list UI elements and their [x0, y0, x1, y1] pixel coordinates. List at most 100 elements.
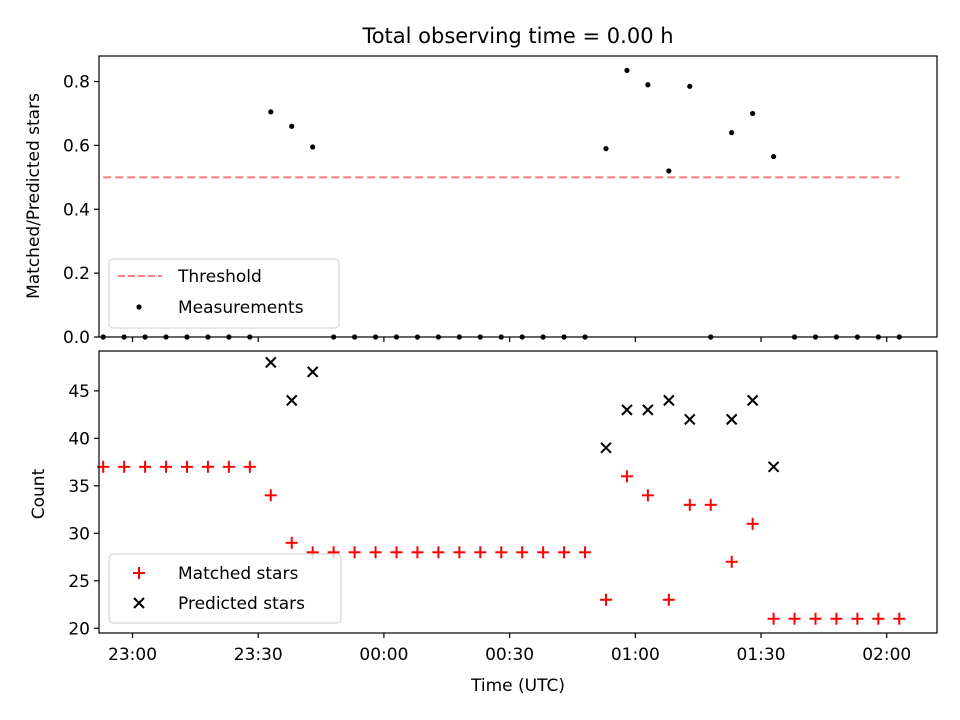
predicted-star-point — [600, 442, 612, 454]
predicted-star-point — [725, 413, 738, 426]
count-y-tick-label: 35 — [68, 477, 90, 497]
x-tick-label: 02:00 — [862, 645, 911, 665]
matched-star-point — [767, 612, 780, 625]
predicted-star-point — [684, 413, 696, 426]
ratio-y-tick-label: 0.2 — [63, 264, 90, 284]
count-legend-box — [108, 553, 342, 624]
measurement-point — [310, 144, 316, 150]
predicted-star-point — [621, 404, 633, 416]
predicted-star-point-b — [265, 356, 277, 369]
matched-star-point — [160, 460, 173, 473]
count-axes-frame — [98, 350, 938, 634]
predicted-star-point-b — [767, 461, 780, 473]
ratio-y-tick-label: 0.0 — [63, 328, 90, 348]
measurement-point — [729, 130, 735, 136]
matched-star-point — [432, 546, 445, 559]
x-tick-label: 01:30 — [737, 645, 786, 665]
predicted-star-point-b — [725, 413, 738, 426]
figure-title: Total observing time = 0.00 h — [361, 24, 673, 48]
matched-star-point — [390, 546, 403, 559]
predicted-star-point-b — [600, 442, 612, 454]
measurement-point — [666, 168, 672, 174]
predicted-star-point-b — [746, 394, 759, 407]
matched-legend-swatch — [133, 567, 145, 579]
ratio-y-tick-label: 0.6 — [63, 136, 90, 156]
predicted-star-point-b — [306, 366, 319, 378]
measurement-point — [770, 153, 777, 160]
predicted-legend-label: Predicted stars — [178, 594, 305, 614]
count-y-tick-label: 40 — [68, 429, 90, 449]
matched-star-point — [641, 489, 654, 502]
count-panel: 20 25 30 35 40 45 23:00 23:30 00:00 00:30 01:00 01:… — [29, 350, 938, 696]
ratio-y-tick-label: 0.8 — [63, 73, 90, 93]
matched-star-point — [264, 489, 277, 502]
x-tick-label: 00:30 — [485, 645, 534, 665]
count-marks — [97, 356, 906, 625]
predicted-star-point — [642, 404, 654, 416]
matched-star-point — [495, 546, 508, 559]
predicted-star-point-b — [684, 413, 696, 426]
matched-star-point — [118, 460, 131, 473]
matched-star-point — [830, 612, 843, 625]
matched-star-point — [474, 546, 487, 559]
threshold-legend-label: Threshold — [177, 267, 262, 287]
measurements-legend-swatch — [136, 304, 142, 310]
matched-star-point — [516, 546, 529, 559]
measurement-point — [603, 146, 609, 152]
predicted-star-point — [265, 356, 277, 369]
matched-star-point — [662, 593, 675, 606]
predicted-star-point — [306, 366, 319, 378]
ratio-y-axis-label: Matched/Predicted stars — [24, 93, 44, 299]
ratio-legend-box — [108, 258, 340, 329]
predicted-star-point-b — [663, 394, 675, 407]
count-y-tick-label: 25 — [68, 572, 90, 592]
matched-star-point — [201, 460, 214, 473]
matched-star-point — [537, 546, 550, 559]
matched-star-point — [746, 517, 759, 530]
matched-star-point — [620, 470, 633, 483]
measurement-point — [624, 67, 630, 73]
matched-star-point — [369, 546, 382, 559]
measurement-point — [687, 83, 693, 89]
x-tick-label: 00:00 — [359, 645, 408, 665]
count-y-tick-label: 20 — [68, 619, 90, 639]
count-y-tick-label: 45 — [68, 382, 90, 402]
ratio-legend: Threshold Measurements — [108, 258, 340, 329]
x-tick-label: 23:30 — [234, 645, 283, 665]
predicted-star-point — [286, 394, 298, 407]
matched-star-point — [180, 460, 193, 473]
matched-star-point — [285, 536, 298, 549]
matched-star-point — [704, 498, 717, 511]
matched-star-point — [872, 612, 885, 625]
matched-star-point — [683, 498, 696, 511]
ratio-axes-frame — [98, 55, 938, 338]
count-y-axis-label: Count — [29, 468, 49, 519]
matched-star-point — [788, 612, 801, 625]
matched-star-point — [599, 593, 612, 606]
matched-star-point — [139, 460, 152, 473]
matched-star-point — [348, 546, 361, 559]
matched-star-point — [725, 555, 738, 568]
measurement-point — [289, 123, 295, 129]
measurement-point — [645, 82, 651, 88]
x-tick-label: 01:00 — [611, 645, 660, 665]
matched-star-point — [411, 546, 424, 559]
matched-star-point — [222, 460, 235, 473]
predicted-star-point — [767, 461, 780, 473]
matched-star-point — [809, 612, 822, 625]
matched-legend-label: Matched stars — [178, 564, 298, 584]
count-axes: 20 25 30 35 40 45 23:00 23:30 00:00 00:30 01:00 01:… — [68, 382, 911, 665]
predicted-star-point-b — [642, 404, 654, 416]
matched-star-point — [893, 612, 906, 625]
ratio-panel: 0.00.20.40.60.8 Matched/Predicted stars … — [24, 55, 938, 348]
measurement-point — [750, 110, 756, 117]
matched-star-point — [851, 612, 864, 625]
measurements-legend-label: Measurements — [178, 298, 304, 318]
ratio-axes: 0.0 0.2 0.4 0.6 0.8 — [63, 73, 888, 348]
predicted-star-point — [663, 394, 675, 407]
predicted-star-point-b — [621, 404, 633, 416]
predicted-star-point-b — [286, 394, 298, 407]
matched-star-point — [243, 460, 256, 473]
